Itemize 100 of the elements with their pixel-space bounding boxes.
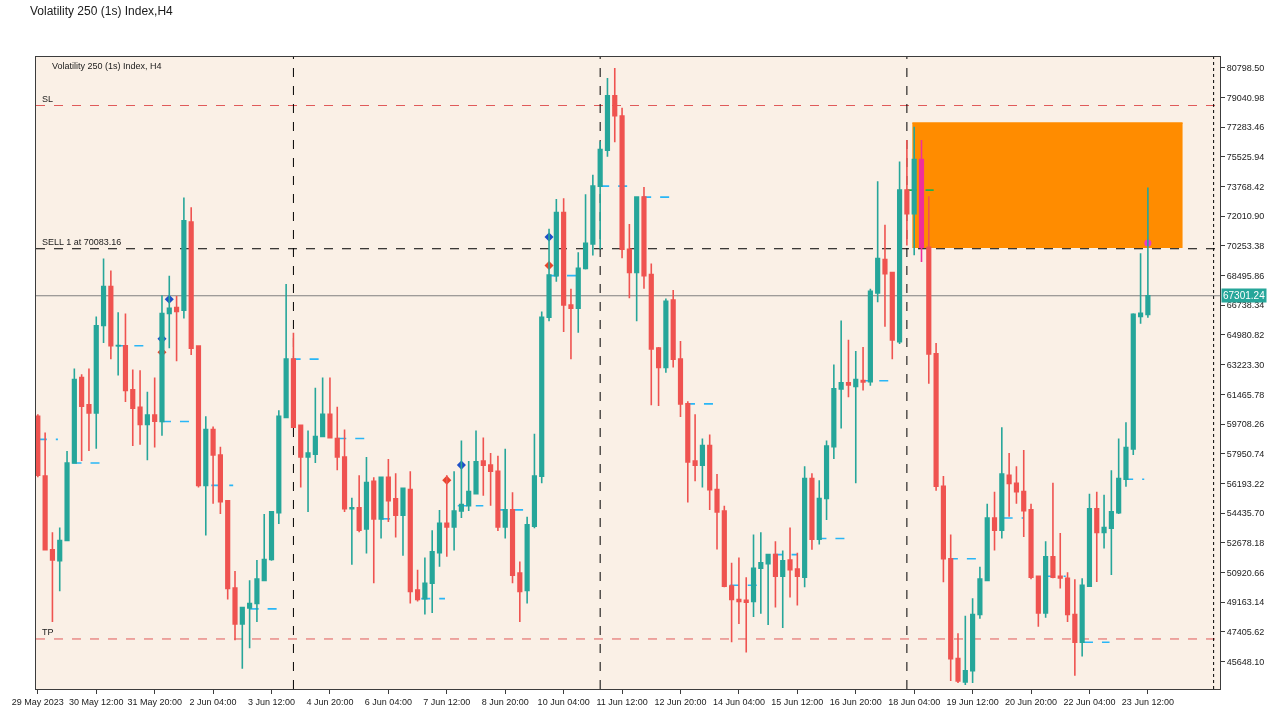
x-tick-label: 15 Jun 12:00 xyxy=(771,696,824,707)
x-tick-label: 14 Jun 04:00 xyxy=(712,696,765,707)
ref-line-label: TP xyxy=(42,627,54,637)
x-tick-label: 10 Jun 04:00 xyxy=(537,696,590,707)
candlestick xyxy=(429,529,435,614)
candlestick xyxy=(904,139,910,247)
candlestick xyxy=(809,472,815,551)
candlestick xyxy=(247,579,253,650)
text: Volatility 250 (1s) Index, H4 xyxy=(52,61,162,71)
candlestick xyxy=(699,437,705,489)
candlestick xyxy=(422,556,428,616)
candlestick xyxy=(217,446,223,515)
candlestick xyxy=(1123,421,1129,488)
candlestick xyxy=(268,511,275,562)
candlestick xyxy=(86,367,92,452)
candlestick xyxy=(539,310,545,485)
ref-line-label: SL xyxy=(42,94,54,104)
candlestick xyxy=(729,561,735,643)
candlestick xyxy=(612,67,618,143)
candlestick xyxy=(882,224,888,328)
candlestick xyxy=(816,479,822,546)
candlestick xyxy=(721,505,727,589)
candlestick xyxy=(831,363,837,460)
candlestick xyxy=(648,262,654,407)
y-tick-label: 57950.74 xyxy=(1226,448,1265,459)
candlestick xyxy=(57,526,63,593)
candlestick xyxy=(509,491,516,585)
candlestick xyxy=(451,470,457,552)
candlestick xyxy=(276,409,282,525)
candlestick xyxy=(1013,465,1020,505)
candlestick xyxy=(341,428,348,513)
candlestick xyxy=(1101,494,1107,550)
candlestick xyxy=(1130,312,1136,456)
x-tick-label: 29 May 2023 xyxy=(11,696,64,707)
candlestick xyxy=(261,513,267,582)
candlestick xyxy=(1108,469,1114,576)
candlestick xyxy=(225,500,231,601)
x-tick-label: 20 Jun 20:00 xyxy=(1005,696,1058,707)
candlestick xyxy=(626,223,632,299)
y-tick-label: 68495.86 xyxy=(1226,270,1265,281)
candlestick xyxy=(1116,437,1122,515)
y-tick-label: 66738.34 xyxy=(1226,300,1265,311)
candlestick xyxy=(794,551,800,607)
candlestick xyxy=(305,429,311,513)
candlestick xyxy=(568,287,574,360)
candlestick xyxy=(597,140,603,251)
candlestick xyxy=(203,415,209,537)
candlestick xyxy=(393,472,399,539)
candlestick xyxy=(1035,575,1041,628)
candlestick xyxy=(955,632,961,684)
y-tick-label: 49163.14 xyxy=(1226,597,1265,608)
candlestick xyxy=(71,367,77,464)
candlestick xyxy=(1043,540,1049,619)
candlestick xyxy=(400,486,406,557)
candlestick xyxy=(838,319,844,430)
candlestick xyxy=(977,566,983,620)
candlestick xyxy=(320,376,326,438)
candlestick xyxy=(49,531,56,623)
x-tick-label: 11 Jun 12:00 xyxy=(596,696,648,707)
candlestick xyxy=(239,606,245,670)
x-tick-label: 16 Jun 20:00 xyxy=(829,696,882,707)
candlestick xyxy=(1072,578,1078,677)
candlestick xyxy=(385,458,391,523)
x-tick-label: 4 Jun 20:00 xyxy=(306,696,354,707)
candlestick xyxy=(334,406,340,472)
candlestick xyxy=(195,345,202,489)
candlestick xyxy=(889,271,895,360)
x-tick-label: 12 Jun 20:00 xyxy=(654,696,707,707)
candlestick xyxy=(371,476,377,585)
candlestick xyxy=(312,386,318,464)
x-tick-label: 2 Jun 04:00 xyxy=(189,696,237,707)
candlestick xyxy=(144,390,150,461)
candlestick xyxy=(480,436,486,497)
candlestick xyxy=(619,107,625,260)
candlestick xyxy=(867,287,873,387)
x-tick-label: 23 Jun 12:00 xyxy=(1121,696,1174,707)
candlestick xyxy=(780,549,786,629)
candlestick xyxy=(984,502,990,582)
candlestick xyxy=(181,196,187,320)
candlestick xyxy=(743,576,749,654)
candlestick xyxy=(254,559,260,623)
candlestick xyxy=(466,460,472,512)
candlestick xyxy=(670,289,676,369)
candlestick xyxy=(714,473,720,551)
candlestick xyxy=(758,531,764,615)
y-tick-label: 73768.42 xyxy=(1226,181,1265,192)
y-tick-label: 47405.62 xyxy=(1226,627,1265,638)
candlestick xyxy=(36,413,41,479)
candlestick xyxy=(736,556,742,625)
candlestick xyxy=(407,470,413,605)
x-tick-label: 6 Jun 04:00 xyxy=(364,696,412,707)
y-tick-label: 59708.26 xyxy=(1226,419,1265,430)
candlestick xyxy=(495,455,501,532)
candlestick xyxy=(641,186,647,290)
candlestick xyxy=(79,373,85,462)
x-tick-label: 19 Jun 12:00 xyxy=(946,696,999,707)
candlestick xyxy=(173,295,180,362)
candlestick xyxy=(108,269,114,360)
candlestick xyxy=(524,516,530,605)
candlestick xyxy=(502,448,508,540)
